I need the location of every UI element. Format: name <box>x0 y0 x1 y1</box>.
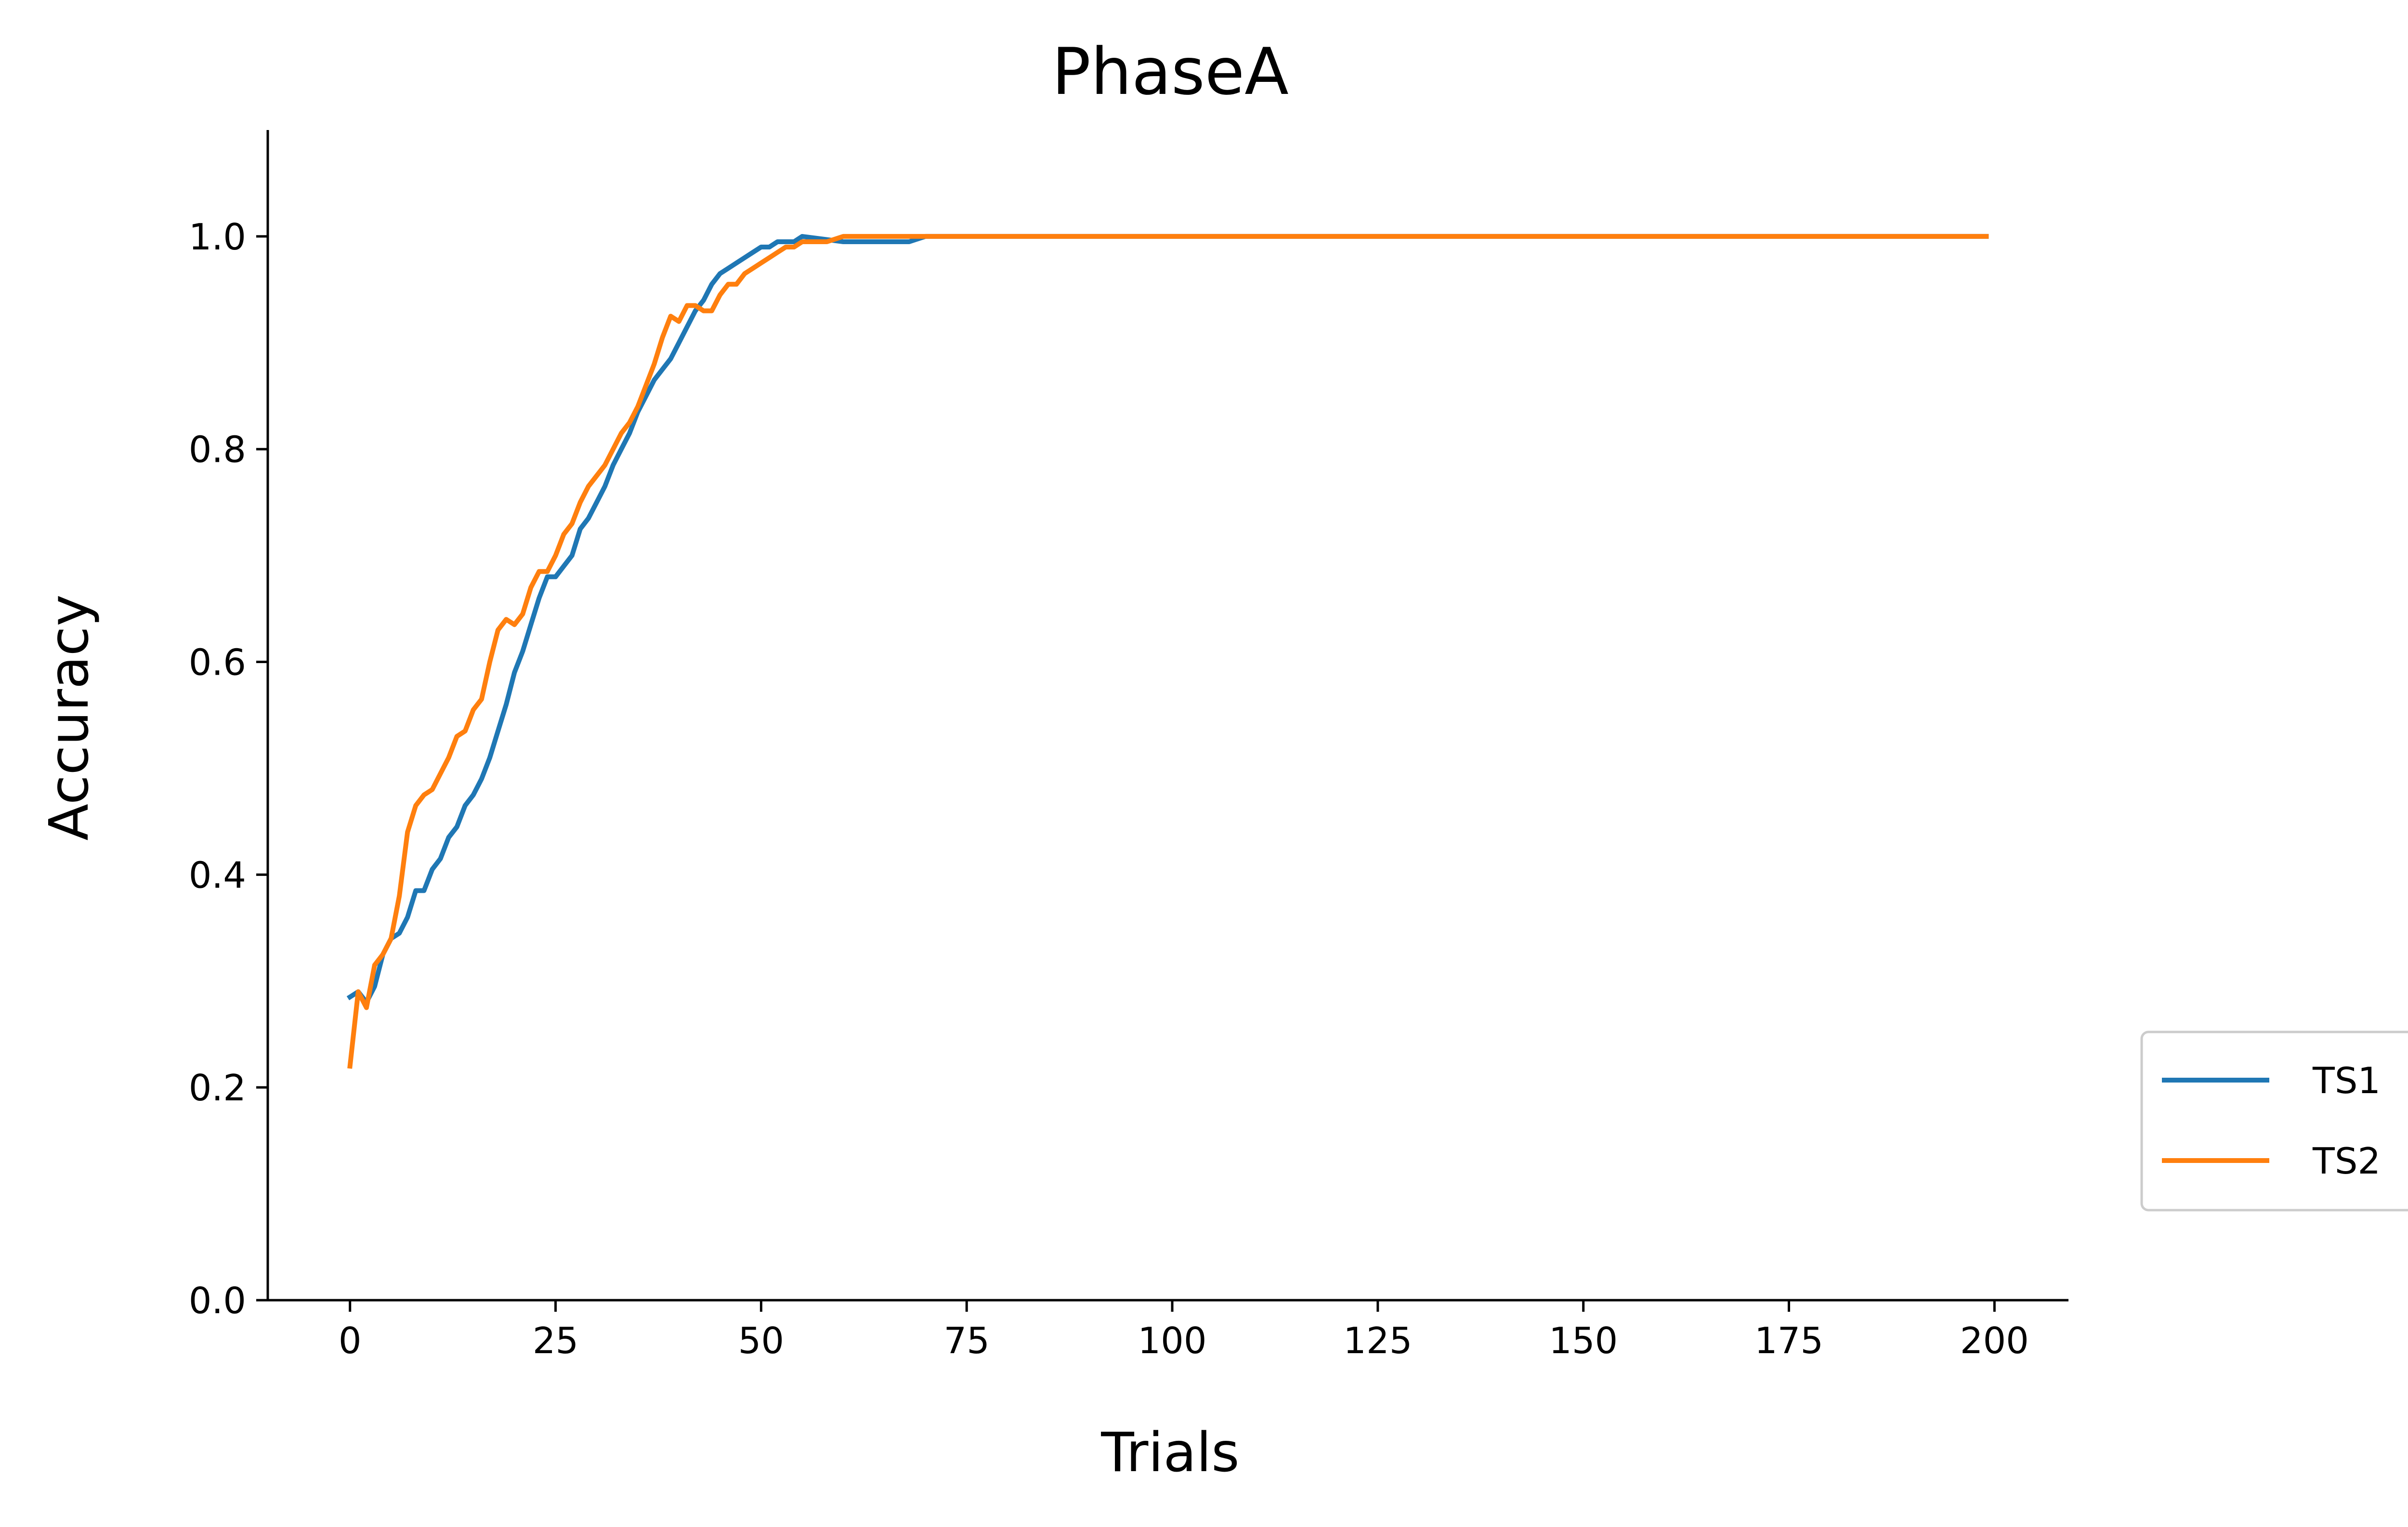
y-tick-label: 0.0 <box>189 1279 246 1322</box>
y-tick-label: 0.4 <box>189 854 246 896</box>
x-tick-label: 100 <box>1138 1319 1206 1362</box>
y-tick-label: 0.2 <box>189 1067 246 1109</box>
legend-box <box>2140 1031 2408 1212</box>
x-tick-label: 0 <box>339 1319 362 1362</box>
x-axis: 0 25 50 75 100 125 150 175 200 <box>268 1299 2068 1362</box>
x-tick-label: 50 <box>738 1319 784 1362</box>
x-tick-label: 150 <box>1549 1319 1618 1362</box>
y-tick-label: 1.0 <box>189 216 246 258</box>
x-tick-label: 25 <box>533 1319 578 1362</box>
legend-label-ts2: TS2 <box>2312 1140 2381 1182</box>
x-tick-label: 125 <box>1343 1319 1412 1362</box>
x-tick-label: 75 <box>943 1319 989 1362</box>
y-axis: 0.0 0.2 0.4 0.6 0.8 1.0 <box>189 130 269 1322</box>
x-axis-title: Trials <box>1100 1422 1239 1484</box>
chart-title: PhaseA <box>1052 34 1289 109</box>
plot-area <box>346 234 1989 1069</box>
x-tick-label: 200 <box>1960 1319 2029 1362</box>
y-tick-label: 0.6 <box>189 641 246 684</box>
series-line-ts1 <box>346 234 1989 1005</box>
x-tick-label: 175 <box>1754 1319 1823 1362</box>
legend: TS1 TS2 <box>2140 1031 2408 1212</box>
series-line-ts2 <box>347 234 1989 1069</box>
y-axis-title: Accuracy <box>38 594 101 840</box>
y-tick-label: 0.8 <box>189 429 246 471</box>
legend-label-ts1: TS1 <box>2312 1059 2381 1102</box>
